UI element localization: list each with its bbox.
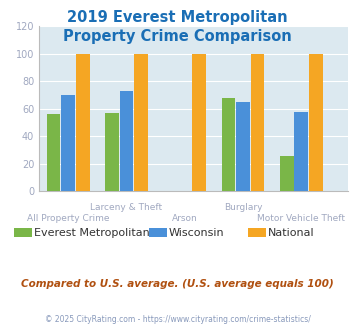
Text: National: National <box>268 228 315 238</box>
Bar <box>236 102 250 191</box>
Bar <box>47 115 60 191</box>
Text: Arson: Arson <box>172 214 198 223</box>
Text: 2019 Everest Metropolitan
Property Crime Comparison: 2019 Everest Metropolitan Property Crime… <box>63 10 292 44</box>
Bar <box>76 54 89 191</box>
Text: Wisconsin: Wisconsin <box>169 228 224 238</box>
Text: All Property Crime: All Property Crime <box>27 214 109 223</box>
Bar <box>222 98 235 191</box>
Bar <box>105 113 119 191</box>
Bar <box>61 95 75 191</box>
Text: Burglary: Burglary <box>224 203 262 212</box>
Text: © 2025 CityRating.com - https://www.cityrating.com/crime-statistics/: © 2025 CityRating.com - https://www.city… <box>45 315 310 324</box>
Bar <box>251 54 264 191</box>
Text: Motor Vehicle Theft: Motor Vehicle Theft <box>257 214 345 223</box>
Bar <box>309 54 323 191</box>
Bar <box>120 91 133 191</box>
Text: Larceny & Theft: Larceny & Theft <box>91 203 163 212</box>
Text: Everest Metropolitan: Everest Metropolitan <box>34 228 149 238</box>
Bar <box>294 112 308 191</box>
Bar <box>192 54 206 191</box>
Bar <box>134 54 148 191</box>
Bar <box>280 156 294 191</box>
Text: Compared to U.S. average. (U.S. average equals 100): Compared to U.S. average. (U.S. average … <box>21 279 334 289</box>
